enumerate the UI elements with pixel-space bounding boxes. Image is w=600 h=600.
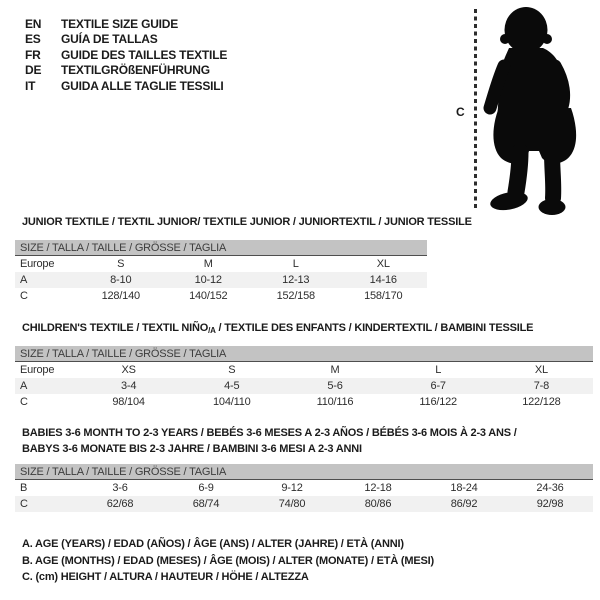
size-cell: 110/116 <box>316 396 354 408</box>
size-cell: S <box>117 258 125 270</box>
size-cell: 98/104 <box>112 396 145 408</box>
language-title-list: EN TEXTILE SIZE GUIDE ES GUÍA DE TALLAS … <box>25 16 227 94</box>
size-cell: 74/80 <box>278 498 306 510</box>
table-header: SIZE / TALLA / TAILLE / GRÖSSE / TAGLIA <box>15 346 593 362</box>
size-cell: 12-18 <box>364 482 392 494</box>
size-cell: 104/110 <box>213 396 251 408</box>
size-cell: 152/158 <box>276 290 316 302</box>
row-label: A <box>20 274 28 286</box>
table-row: Europe XS S M L XL <box>15 362 593 378</box>
size-cell: 140/152 <box>189 290 228 302</box>
size-cell: 92/98 <box>536 498 564 510</box>
language-title: GUIDA ALLE TAGLIE TESSILI <box>61 78 224 93</box>
table-row: C 98/104 104/110 110/116 116/122 122/128 <box>15 394 593 410</box>
junior-table-title: JUNIOR TEXTILE / TEXTIL JUNIOR/ TEXTILE … <box>22 216 472 228</box>
row-label: Europe <box>20 364 55 376</box>
size-cell: 62/68 <box>106 498 134 510</box>
size-cell: 3-6 <box>112 482 128 494</box>
row-label: C <box>20 396 28 408</box>
title-line: BABIES 3-6 MONTH TO 2-3 YEARS / BEBÉS 3-… <box>22 427 517 439</box>
row-label: Europe <box>20 258 55 270</box>
size-cell: 24-36 <box>536 482 564 494</box>
table-row: Europe S M L XL <box>15 256 427 272</box>
size-cell: 5-6 <box>327 380 343 392</box>
size-cell: XS <box>121 364 136 376</box>
language-code: FR <box>25 47 41 62</box>
language-row: FR GUIDE DES TAILLES TEXTILE <box>25 47 227 63</box>
size-cell: 14-16 <box>369 274 397 286</box>
size-cell: 128/140 <box>101 290 141 302</box>
size-cell: 68/74 <box>192 498 220 510</box>
size-cell: L <box>292 258 299 270</box>
size-cell: 7-8 <box>533 380 550 392</box>
table-rows: Europe S M L XL A 8-10 10-12 12-13 14-16 C 128/140 1… <box>15 256 427 304</box>
size-cell: XL <box>534 364 548 376</box>
size-cell: L <box>435 364 442 376</box>
language-title: TEXTILE SIZE GUIDE <box>61 16 179 31</box>
babies-table-title: BABIES 3-6 MONTH TO 2-3 YEARS / BEBÉS 3-… <box>22 426 517 457</box>
size-cell: 18-24 <box>450 482 478 494</box>
size-cell: M <box>330 364 340 376</box>
language-row: EN TEXTILE SIZE GUIDE <box>25 16 227 32</box>
size-cell: 8-10 <box>110 274 132 286</box>
language-code: ES <box>25 32 41 47</box>
language-code: DE <box>25 63 42 78</box>
language-title: TEXTILGRÖßENFÜHRUNG <box>61 63 210 78</box>
row-label: C <box>20 290 28 302</box>
language-code: IT <box>25 78 36 93</box>
table-row: C 128/140 140/152 152/158 158/170 <box>15 288 427 304</box>
language-row: IT GUIDA ALLE TAGLIE TESSILI <box>25 78 227 94</box>
junior-size-table: SIZE / TALLA / TAILLE / GRÖSSE / TAGLIA … <box>15 240 427 304</box>
size-cell: S <box>228 364 236 376</box>
children-size-table: SIZE / TALLA / TAILLE / GRÖSSE / TAGLIA … <box>15 346 593 410</box>
size-cell: 4-5 <box>224 380 240 392</box>
babies-size-table: SIZE / TALLA / TAILLE / GRÖSSE / TAGLIA … <box>15 464 593 512</box>
size-cell: XL <box>376 258 390 270</box>
legend: A. AGE (YEARS) / EDAD (AÑOS) / ÂGE (ANS)… <box>22 536 434 586</box>
size-cell: 122/128 <box>522 396 561 408</box>
size-cell: 6-7 <box>430 380 447 392</box>
table-rows: B 3-6 6-9 9-12 12-18 18-24 24-36 C 62/68 68/74 74/… <box>15 480 593 512</box>
size-cell: 6-9 <box>198 482 214 494</box>
size-cell: 3-4 <box>120 380 137 392</box>
table-rows: Europe XS S M L XL A 3-4 4-5 5-6 6-7 7-8 C 98/104 104/… <box>15 362 593 410</box>
table-row: B 3-6 6-9 9-12 12-18 18-24 24-36 <box>15 480 593 496</box>
title-subscript: /A <box>208 326 216 335</box>
title-text: / TEXTILE DES ENFANTS / KINDERTEXTIL / B… <box>215 322 534 334</box>
row-label: C <box>20 498 28 510</box>
title-line: BABYS 3-6 MONATE BIS 2-3 JAHRE / BAMBINI… <box>22 442 362 455</box>
size-cell: 86/92 <box>450 498 478 510</box>
title-text: CHILDREN'S TEXTILE / TEXTIL NIÑO <box>22 322 209 334</box>
table-row: A 8-10 10-12 12-13 14-16 <box>15 272 427 288</box>
size-cell: M <box>203 258 213 270</box>
language-title: GUÍA DE TALLAS <box>61 32 158 47</box>
size-cell: 116/122 <box>419 396 457 408</box>
height-measure-dashed-line <box>474 9 477 210</box>
size-cell: 9-12 <box>281 482 303 494</box>
height-measure-label: C <box>456 105 465 119</box>
table-row: C 62/68 68/74 74/80 80/86 86/92 92/98 <box>15 496 593 512</box>
children-table-title: CHILDREN'S TEXTILE / TEXTIL NIÑO/A / TEX… <box>22 322 534 335</box>
language-title: GUIDE DES TAILLES TEXTILE <box>61 47 228 62</box>
language-code: EN <box>25 16 42 31</box>
language-row: DE TEXTILGRÖßENFÜHRUNG <box>25 63 227 79</box>
language-row: ES GUÍA DE TALLAS <box>25 32 227 48</box>
legend-line-b: B. AGE (MONTHS) / EDAD (MESES) / ÂGE (MO… <box>22 554 434 567</box>
legend-line-a: A. AGE (YEARS) / EDAD (AÑOS) / ÂGE (ANS)… <box>22 538 404 550</box>
size-cell: 80/86 <box>364 498 392 510</box>
size-cell: 12-13 <box>282 274 310 286</box>
table-header: SIZE / TALLA / TAILLE / GRÖSSE / TAGLIA <box>15 464 593 480</box>
size-cell: 158/170 <box>364 290 403 302</box>
row-label: A <box>20 380 28 392</box>
row-label: B <box>20 482 28 494</box>
legend-line-c: C. (cm) HEIGHT / ALTURA / HAUTEUR / HÖHE… <box>22 571 309 583</box>
size-cell: 10-12 <box>194 274 222 286</box>
table-header: SIZE / TALLA / TAILLE / GRÖSSE / TAGLIA <box>15 240 427 256</box>
table-row: A 3-4 4-5 5-6 6-7 7-8 <box>15 378 593 394</box>
baby-silhouette-icon <box>482 2 596 221</box>
